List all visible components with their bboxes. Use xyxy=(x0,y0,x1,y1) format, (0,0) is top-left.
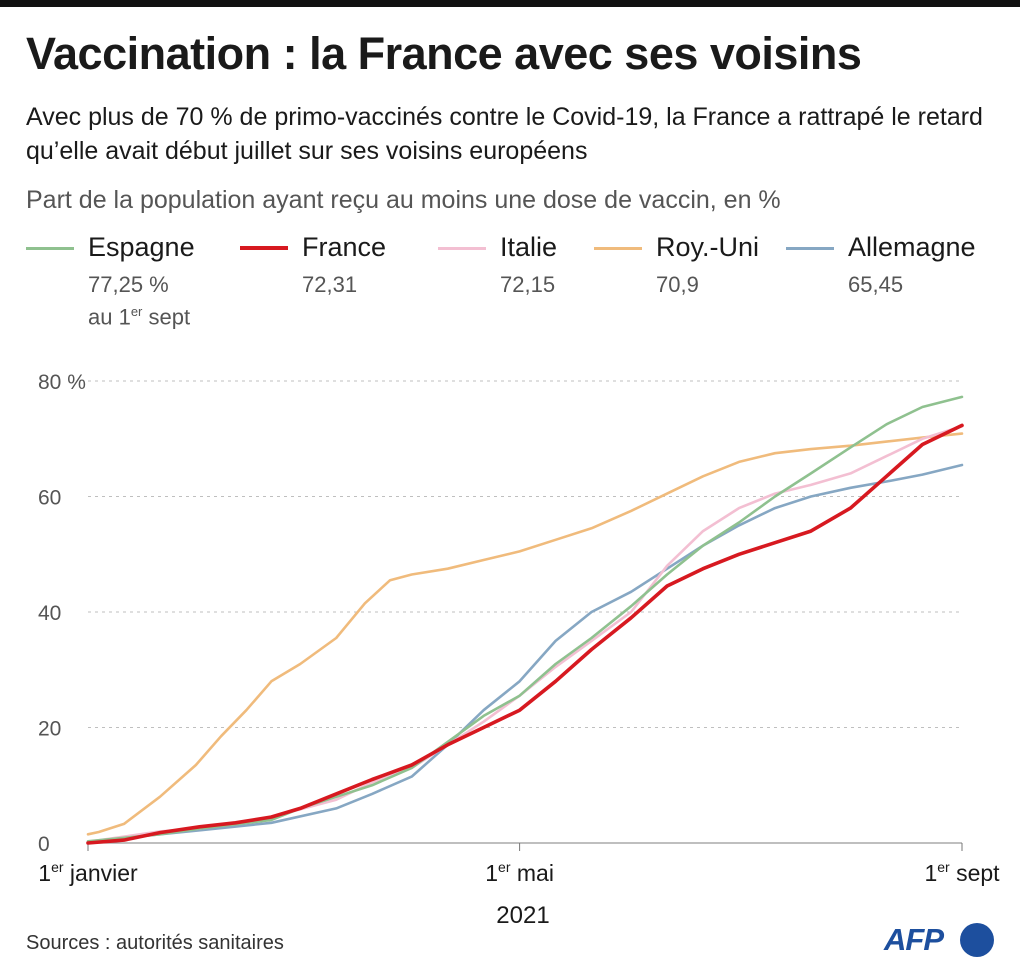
legend-swatch xyxy=(438,247,486,250)
series-line-italie xyxy=(86,425,964,844)
top-rule xyxy=(0,0,1020,7)
legend-name: Roy.-Uni xyxy=(656,232,760,262)
legend-name: Italie xyxy=(500,232,558,262)
legend-swatch xyxy=(240,246,288,250)
series-line-france xyxy=(86,423,964,845)
measure-label: Part de la population ayant reçu au moin… xyxy=(26,186,781,214)
x-tick-label: 1er mai xyxy=(485,859,554,886)
legend-value: 70,9 xyxy=(656,272,699,297)
legend-value: 65,45 xyxy=(848,272,904,297)
y-tick-label: 40 xyxy=(38,602,61,625)
legend-date-note: au 1er sept xyxy=(88,304,191,330)
y-tick-label: 80 % xyxy=(38,371,86,394)
legend-value: 77,25 % xyxy=(88,272,169,297)
vaccination-line-chart: 0 20 40 60 80 % 1er janvier 1er mai 1er sept 202… xyxy=(38,371,1000,925)
x-tick-label: 1er sept xyxy=(924,859,1000,886)
afp-logo: AFP xyxy=(884,920,1000,960)
legend-swatch xyxy=(594,247,642,250)
y-tick-label: 20 xyxy=(38,718,61,741)
page-subtitle: Avec plus de 70 % de primo-vaccinés cont… xyxy=(26,103,983,165)
afp-logo-dot xyxy=(960,923,994,957)
series-line-espagne xyxy=(86,395,964,843)
legend-name: France xyxy=(302,232,387,262)
legend-swatch xyxy=(786,247,834,250)
legend-name: Allemagne xyxy=(848,232,976,262)
legend-swatch xyxy=(26,247,74,250)
y-tick-label: 60 xyxy=(38,487,61,510)
legend-value: 72,31 xyxy=(302,272,358,297)
legend-name: Espagne xyxy=(88,232,195,262)
series-line-allemagne xyxy=(86,463,964,844)
y-tick-label: 0 xyxy=(38,833,50,856)
legend-value: 72,15 xyxy=(500,272,556,297)
afp-logo-text: AFP xyxy=(884,922,944,957)
page-title: Vaccination : la France avec ses voisins xyxy=(26,28,862,79)
source-note: Sources : autorités sanitaires xyxy=(26,932,284,954)
x-tick-label: 1er janvier xyxy=(38,859,138,886)
series-line-roy-uni xyxy=(86,432,964,836)
x-axis-label: 2021 xyxy=(496,902,549,925)
